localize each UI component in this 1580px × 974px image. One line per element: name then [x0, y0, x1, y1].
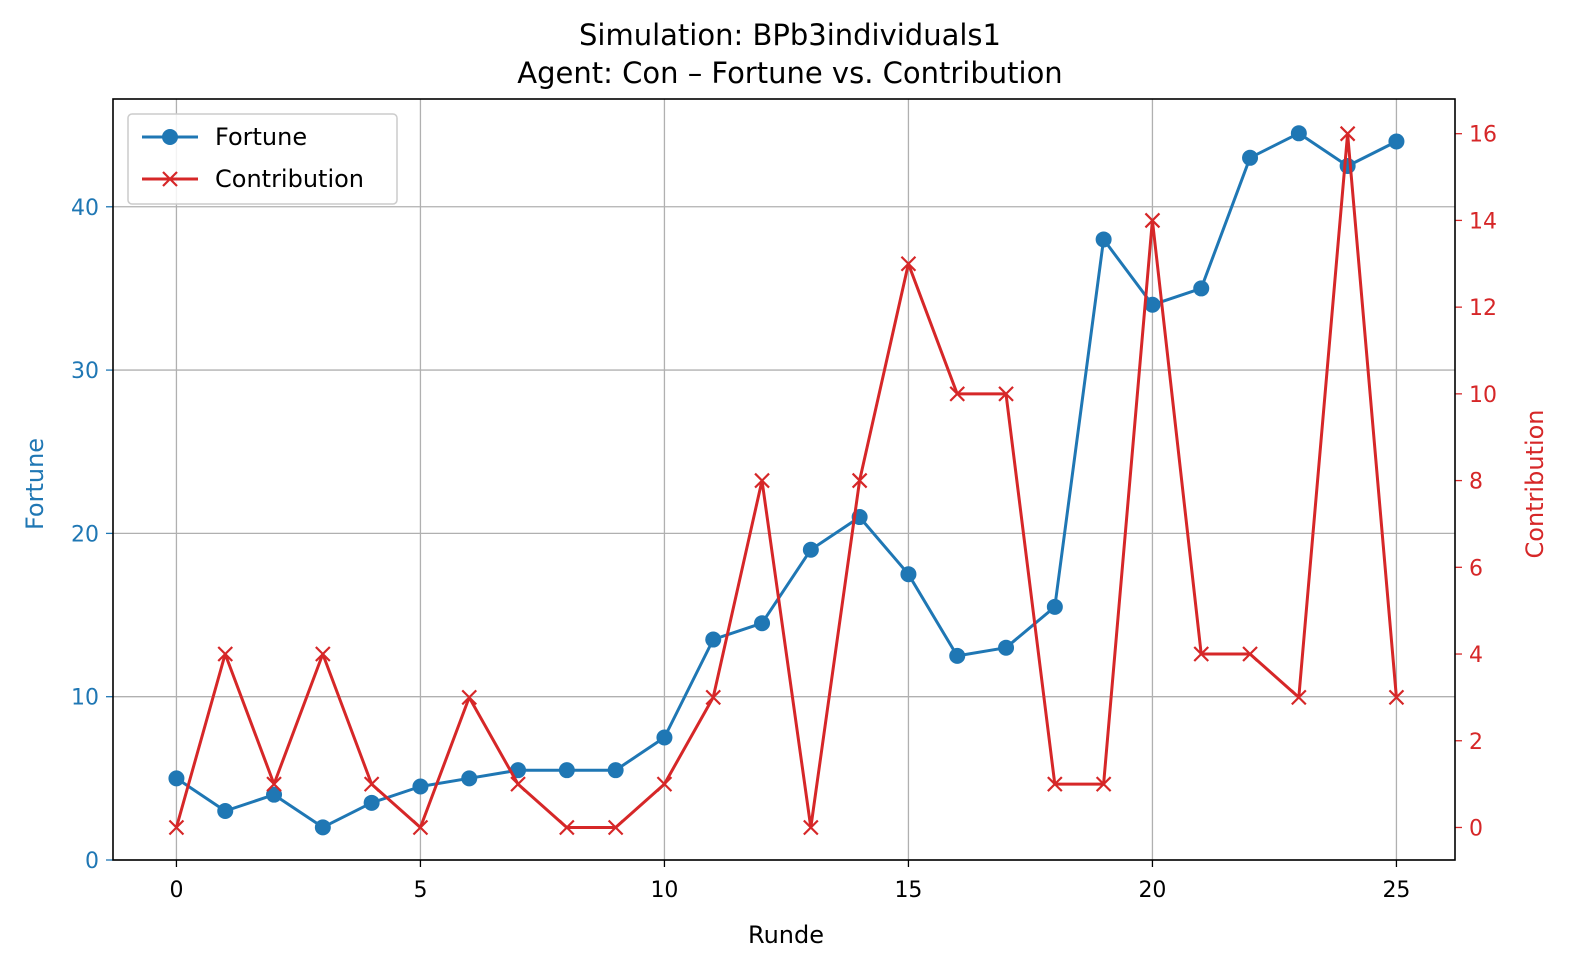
x-tick-label: 0 — [169, 878, 183, 903]
right-y-tick-label: 16 — [1469, 123, 1497, 148]
contribution-point — [1144, 212, 1161, 229]
fortune-point — [1242, 149, 1259, 166]
plot-frame — [112, 98, 1456, 861]
contribution-point — [510, 776, 526, 792]
left-y-tick-label: 20 — [71, 522, 99, 547]
left-y-axis-ticks: 0 10 20 30 40 — [71, 196, 113, 874]
fortune-point — [412, 778, 429, 795]
contribution-point — [656, 776, 673, 792]
x-tick-label: 25 — [1382, 878, 1410, 903]
fortune-point — [705, 631, 722, 648]
contribution-point — [266, 776, 282, 792]
series-contribution — [168, 125, 1405, 836]
fortune-point — [949, 647, 966, 664]
contribution-point — [1047, 776, 1063, 792]
contribution-point — [559, 819, 575, 836]
contribution-point — [168, 819, 185, 836]
fortune-point — [998, 639, 1015, 656]
series-fortune — [168, 125, 1405, 836]
contribution-point — [607, 819, 624, 836]
fortune-point — [363, 794, 380, 811]
contribution-point — [363, 776, 380, 792]
right-y-tick-label: 6 — [1469, 556, 1483, 581]
fortune-point — [168, 770, 185, 787]
fortune-point — [900, 566, 917, 583]
legend-fortune-label: Fortune — [215, 123, 307, 151]
fortune-point — [1388, 133, 1405, 150]
fortune-point — [314, 819, 331, 836]
fortune-point — [461, 770, 478, 787]
right-y-axis-ticks: 0 2 4 6 8 10 12 14 16 — [1455, 123, 1497, 841]
legend-item-contribution: Contribution — [142, 165, 364, 193]
legend: Fortune Contribution — [127, 113, 398, 205]
contribution-point — [998, 386, 1014, 402]
contribution-point — [949, 386, 966, 402]
right-y-tick-label: 0 — [1469, 816, 1483, 841]
right-y-tick-label: 12 — [1469, 296, 1497, 321]
fortune-point — [558, 762, 575, 779]
contribution-line — [174, 132, 1398, 829]
right-y-tick-label: 4 — [1469, 643, 1483, 668]
contribution-point — [705, 689, 722, 706]
contribution-point — [1242, 646, 1258, 662]
series-layer — [168, 125, 1405, 836]
contribution-point — [217, 646, 234, 662]
fortune-point — [1290, 125, 1307, 142]
fortune-line — [175, 131, 1398, 829]
x-axis-label: Runde — [748, 921, 824, 949]
contribution-point — [1095, 776, 1112, 792]
contribution-point — [1291, 689, 1307, 706]
x-axis-ticks: 0 5 10 15 20 25 — [169, 860, 1410, 903]
legend-fortune-marker — [162, 129, 178, 145]
contribution-point — [754, 472, 770, 489]
fortune-point — [217, 803, 234, 820]
left-y-tick-label: 40 — [71, 196, 99, 221]
right-y-tick-label: 8 — [1469, 470, 1483, 495]
contribution-point — [461, 689, 478, 706]
right-y-axis-label: Contribution — [1521, 409, 1549, 558]
contribution-point — [1388, 689, 1405, 706]
right-y-tick-label: 2 — [1469, 730, 1483, 755]
x-tick-label: 15 — [894, 878, 922, 903]
fortune-point — [1046, 598, 1063, 615]
legend-contribution-marker — [162, 171, 178, 187]
chart-title: Simulation: BPb3individuals1 — [579, 18, 1001, 52]
grid-lines — [113, 99, 1455, 861]
legend-item-fortune: Fortune — [142, 123, 307, 151]
right-y-tick-label: 14 — [1469, 209, 1497, 234]
contribution-point — [1193, 646, 1210, 662]
fortune-point — [656, 729, 673, 746]
x-tick-label: 10 — [650, 878, 678, 903]
fortune-point — [266, 786, 283, 803]
contribution-point — [803, 819, 819, 836]
right-y-tick-label: 10 — [1469, 383, 1497, 408]
fortune-point — [607, 762, 624, 779]
fortune-point — [754, 615, 771, 632]
fortune-point — [1095, 231, 1112, 248]
x-tick-label: 20 — [1138, 878, 1166, 903]
contribution-point — [412, 819, 429, 836]
fortune-point — [1339, 157, 1356, 174]
legend-contribution-label: Contribution — [215, 165, 364, 193]
left-y-tick-label: 10 — [71, 686, 99, 711]
fortune-point — [1193, 280, 1210, 297]
left-y-axis-label: Fortune — [21, 438, 49, 530]
contribution-point — [900, 255, 917, 272]
chart-subtitle: Agent: Con – Fortune vs. Contribution — [517, 56, 1062, 90]
fortune-point — [802, 541, 819, 558]
left-y-tick-label: 30 — [71, 359, 99, 384]
x-tick-label: 5 — [413, 878, 427, 903]
contribution-point — [1339, 125, 1356, 142]
fortune-point — [1144, 296, 1161, 313]
left-y-tick-label: 0 — [85, 849, 99, 874]
contribution-point — [315, 646, 331, 662]
contribution-point — [851, 472, 868, 489]
